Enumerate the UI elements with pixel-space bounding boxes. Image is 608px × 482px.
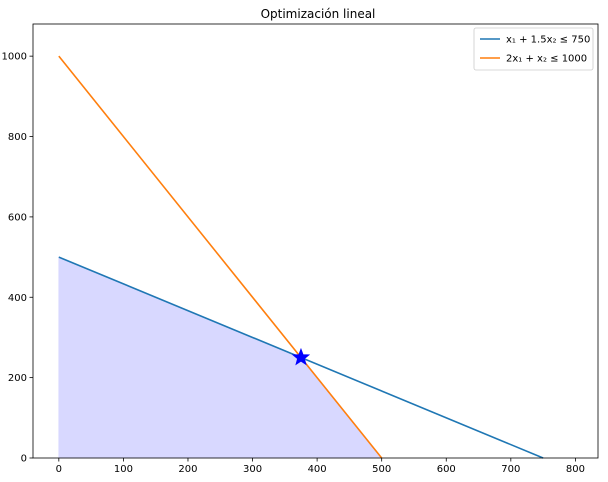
legend: x₁ + 1.5x₂ ≤ 750 2x₁ + x₂ ≤ 1000 [473,27,594,71]
plot-area [32,23,599,459]
legend-label-1: x₁ + 1.5x₂ ≤ 750 [506,35,590,46]
x-tick-label: 0 [56,464,62,475]
x-tick-label: 200 [178,464,197,475]
x-tick-label: 100 [114,464,133,475]
y-tick-label: 600 [8,212,27,223]
optimum-star-marker [291,347,311,366]
feasible-region [58,256,383,459]
x-tick-label: 300 [243,464,262,475]
y-tick-label: 200 [8,373,27,384]
legend-label-2: 2x₁ + x₂ ≤ 1000 [506,54,587,65]
x-tick-label: 800 [566,464,585,475]
chart-title: Optimización lineal [261,7,376,21]
y-tick-label: 800 [8,132,27,143]
x-tick-label: 400 [308,464,327,475]
x-tick-label: 600 [437,464,456,475]
x-tick-label: 700 [501,464,520,475]
y-axis: 0 200 400 600 800 1000 [2,52,33,465]
legend-box [473,27,594,71]
x-tick-label: 500 [372,464,391,475]
plot-frame [32,23,599,459]
y-tick-label: 1000 [2,52,27,63]
y-tick-label: 0 [21,454,27,465]
x-axis: 0 100 200 300 400 500 600 700 800 [56,458,585,475]
y-tick-label: 400 [8,293,27,304]
series-line-2 [58,55,383,459]
